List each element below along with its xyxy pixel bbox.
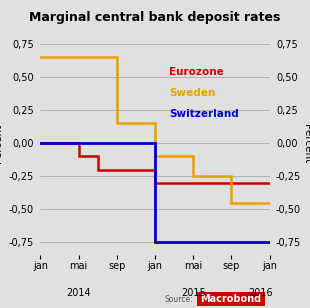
Text: 2014: 2014 <box>66 288 91 298</box>
Text: Sweden: Sweden <box>169 88 215 98</box>
Text: 2015: 2015 <box>181 288 206 298</box>
Text: Eurozone: Eurozone <box>169 67 224 77</box>
Text: Source:: Source: <box>164 295 193 304</box>
Y-axis label: Percent: Percent <box>302 124 310 163</box>
Text: 2016: 2016 <box>248 288 272 298</box>
Text: Switzerland: Switzerland <box>169 109 239 119</box>
Title: Marginal central bank deposit rates: Marginal central bank deposit rates <box>29 11 281 24</box>
Y-axis label: Percent: Percent <box>0 124 3 163</box>
Text: Macrobond: Macrobond <box>200 294 262 304</box>
